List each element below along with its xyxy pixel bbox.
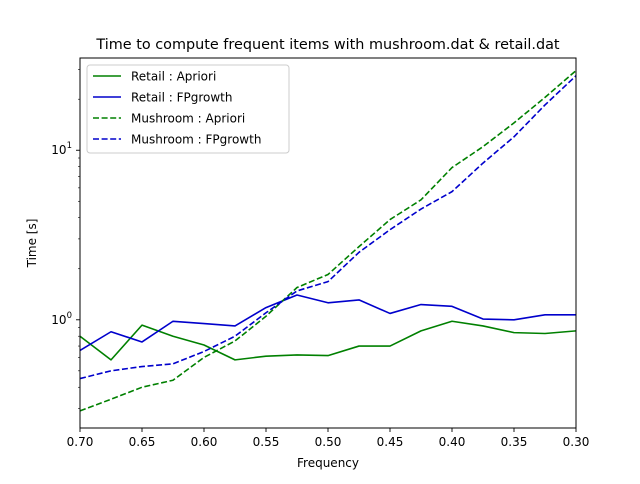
y-tick-label: 101 — [51, 141, 72, 157]
x-axis-label: Frequency — [297, 456, 359, 470]
x-tick-label: 0.30 — [563, 435, 590, 449]
legend-frame — [86, 64, 290, 154]
legend: Retail : Apriori Retail : FPgrowth Mushroo… — [86, 64, 290, 154]
legend-label-2: Mushroom : Apriori — [131, 112, 245, 126]
x-tick-label: 0.50 — [315, 435, 342, 449]
y-tick-label: 100 — [51, 311, 72, 327]
legend-label-3: Mushroom : FPgrowth — [131, 133, 261, 147]
x-tick-label: 0.70 — [67, 435, 94, 449]
series-line-0 — [79, 320, 577, 361]
x-tick-label: 0.40 — [439, 435, 466, 449]
x-tick-label: 0.65 — [129, 435, 156, 449]
plot-frame — [79, 57, 577, 429]
ticks-layer: 0.70 0.65 0.60 0.55 0.50 0.45 0.40 0.35 0.30 100 1… — [51, 69, 589, 449]
y-axis-label: Time [s] — [25, 219, 39, 269]
x-tick-label: 0.35 — [501, 435, 528, 449]
legend-entries: Retail : Apriori Retail : FPgrowth Mushroo… — [93, 70, 261, 147]
series-line-1 — [79, 294, 576, 352]
x-tick-label: 0.55 — [253, 435, 280, 449]
chart-title: Time to compute frequent items with mush… — [95, 37, 559, 53]
series-line-3 — [79, 75, 577, 380]
x-tick-label: 0.45 — [377, 435, 404, 449]
x-tick-label: 0.60 — [191, 435, 218, 449]
legend-label-0: Retail : Apriori — [131, 70, 216, 84]
series-line-2 — [79, 69, 577, 412]
legend-label-1: Retail : FPgrowth — [131, 91, 232, 105]
series-layer — [79, 69, 577, 412]
